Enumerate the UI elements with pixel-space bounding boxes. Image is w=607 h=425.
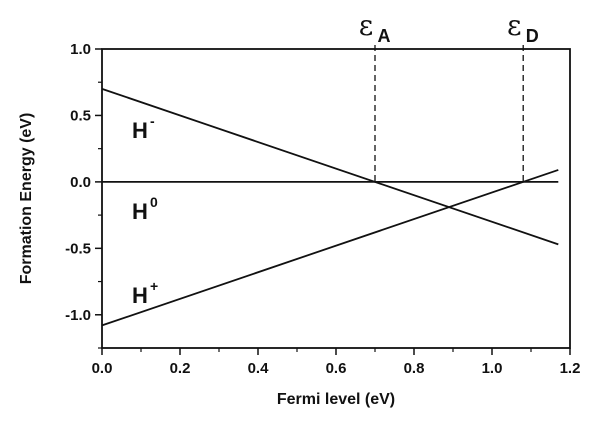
y-tick-label: 1.0	[70, 41, 91, 58]
x-tick-label: 1.0	[482, 360, 503, 377]
tick-group: 0.0 0.2 0.4 0.6 0.8 1.0 1.2 1.0 0.5 0.0 -0.5 -1.0	[65, 41, 580, 377]
y-tick-label: 0.0	[70, 174, 91, 191]
series-line-hplus	[101, 169, 559, 327]
y-tick-label: -0.5	[65, 240, 91, 257]
marker-label-a: ε	[359, 9, 374, 42]
series-line-hminus	[101, 88, 559, 246]
series-label-hminus: H	[132, 118, 148, 143]
marker-subscript-a: A	[378, 26, 391, 46]
axes	[101, 48, 571, 349]
marker-subscript-d: D	[526, 26, 539, 46]
series-label-charge-hneutral: 0	[150, 194, 158, 210]
y-axis-title: Formation Energy (eV)	[18, 113, 35, 285]
x-axis-title: Fermi level (eV)	[277, 391, 395, 408]
series-label-hneutral: H	[132, 199, 148, 224]
x-tick-label: 0.8	[404, 360, 425, 377]
x-tick-label: 0.2	[170, 360, 191, 377]
series-label-group: H -H 0H +	[132, 113, 158, 308]
series-group	[101, 88, 559, 327]
x-tick-label: 0.0	[92, 360, 113, 377]
series-label-charge-hplus: +	[150, 278, 158, 294]
y-tick-label: 0.5	[70, 107, 91, 124]
x-tick-label: 1.2	[560, 360, 581, 377]
x-tick-label: 0.6	[326, 360, 347, 377]
series-label-charge-hminus: -	[150, 113, 155, 129]
series-label-hplus: H	[132, 283, 148, 308]
x-tick-label: 0.4	[248, 360, 270, 377]
marker-label-d: ε	[507, 9, 522, 42]
plot-frame	[101, 48, 571, 349]
y-tick-label: -1.0	[65, 307, 91, 324]
